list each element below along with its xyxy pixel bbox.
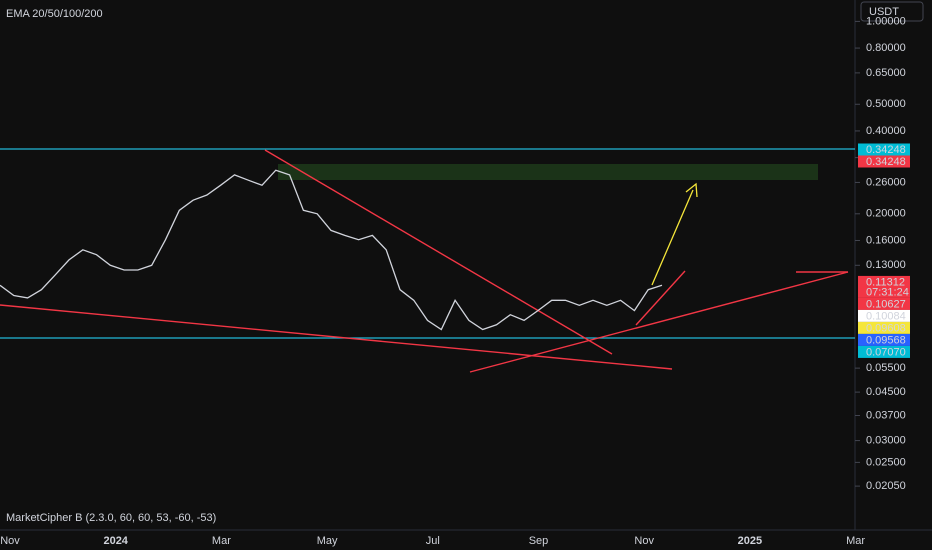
y-tick-label: 0.13000 xyxy=(866,259,906,271)
x-tick-label: May xyxy=(317,535,338,547)
price-badge xyxy=(858,309,910,322)
target-zone xyxy=(278,164,818,180)
price-badge xyxy=(858,275,910,298)
price-badge-label: 0.10627 xyxy=(866,298,906,310)
y-tick-label: 0.02050 xyxy=(866,480,906,492)
price-badge xyxy=(858,321,910,334)
price-badge xyxy=(858,297,910,310)
y-tick-label: 0.26000 xyxy=(866,176,906,188)
price-badge-label: 0.11312 xyxy=(866,276,905,288)
price-badge-label: 0.34248 xyxy=(866,144,906,156)
currency-button[interactable] xyxy=(860,1,924,22)
price-badge-label: 0.09568 xyxy=(866,334,906,346)
y-tick-label: 1.00000 xyxy=(866,15,906,27)
y-tick-label: 0.03000 xyxy=(866,434,906,446)
price-badge xyxy=(858,333,910,346)
price-badge-label: 0.10084 xyxy=(866,310,906,322)
trend-lines xyxy=(0,149,849,373)
price-badge-label: 0.34248 xyxy=(866,156,906,168)
y-tick-label: 0.04500 xyxy=(866,386,906,398)
countdown-label: 07:31:24 xyxy=(866,286,909,298)
x-tick-label: Jul xyxy=(426,535,440,547)
y-tick-label: 0.80000 xyxy=(866,42,906,54)
x-tick-label: Mar xyxy=(846,535,865,547)
price-badge xyxy=(858,345,910,358)
y-tick-label: 0.50000 xyxy=(866,98,906,110)
y-tick-label: 0.02500 xyxy=(866,456,906,468)
y-tick-label: 0.20000 xyxy=(866,208,906,220)
y-tick-label: 0.65000 xyxy=(866,67,906,79)
x-tick-label: 2024 xyxy=(103,535,128,547)
y-tick-label: 0.05500 xyxy=(866,362,906,374)
price-line xyxy=(0,169,663,331)
price-badge xyxy=(858,155,910,168)
arrow-head xyxy=(685,182,698,198)
x-tick-label: 2025 xyxy=(738,535,762,547)
y-tick-label: 0.40000 xyxy=(866,125,906,137)
price-badge-label: 0.07070 xyxy=(866,346,906,358)
y-tick-label: 0.16000 xyxy=(866,234,906,246)
x-tick-label: Sep xyxy=(529,535,549,547)
oscillator-label: MarketCipher B (2.3.0, 60, 60, 53, -60, … xyxy=(6,512,216,524)
currency-label[interactable]: USDT xyxy=(869,6,899,18)
x-tick-label: Mar xyxy=(212,535,231,547)
projection-arrow xyxy=(651,189,694,286)
y-tick-label: 0.03700 xyxy=(866,409,906,421)
x-tick-label: Nov xyxy=(634,535,654,547)
indicator-label: EMA 20/50/100/200 xyxy=(6,8,103,20)
price-badge-label: 0.09608 xyxy=(866,322,906,334)
x-tick-label: Nov xyxy=(0,535,20,547)
price-badge xyxy=(858,143,910,156)
